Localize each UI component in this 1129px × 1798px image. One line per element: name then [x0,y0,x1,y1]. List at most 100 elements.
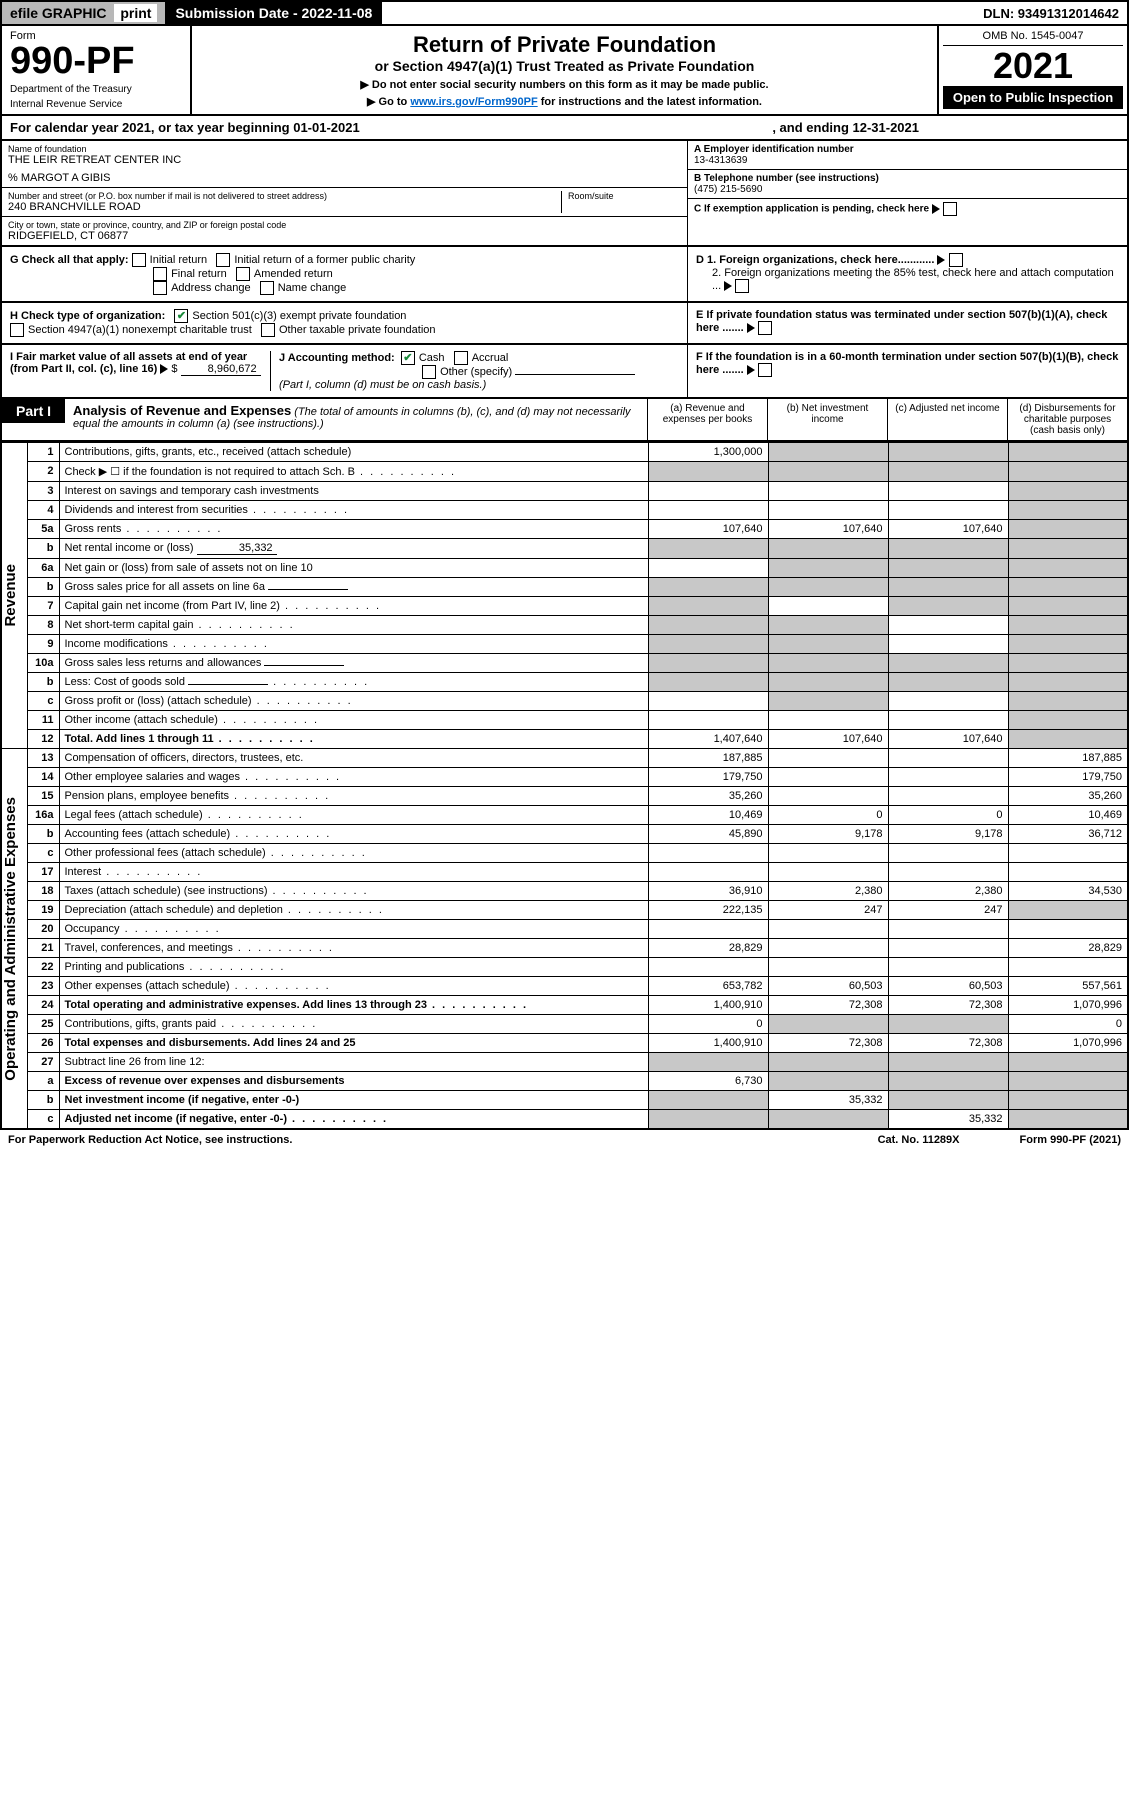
omb-number: OMB No. 1545-0047 [943,30,1123,46]
d1-checkbox[interactable] [949,253,963,267]
efile-text: efile GRAPHIC [10,5,106,21]
line-number: 16a [27,806,59,825]
f-checkbox[interactable] [758,363,772,377]
amount-cell [768,616,888,635]
amount-cell: 1,070,996 [1008,1034,1128,1053]
table-row: 3Interest on savings and temporary cash … [1,482,1128,501]
amount-cell: 1,407,640 [648,730,768,749]
amount-cell: 60,503 [888,977,1008,996]
g-chk-initial[interactable] [132,253,146,267]
table-row: 12Total. Add lines 1 through 111,407,640… [1,730,1128,749]
line-desc: Other income (attach schedule) [59,711,648,730]
line-desc: Total. Add lines 1 through 11 [59,730,648,749]
j-chk-accrual[interactable] [454,351,468,365]
top-bar: efile GRAPHIC print Submission Date - 20… [0,0,1129,26]
amount-cell [648,482,768,501]
amount-cell: 60,503 [768,977,888,996]
amount-cell [648,711,768,730]
line-number: 5a [27,520,59,539]
part1-table: Revenue1Contributions, gifts, grants, et… [0,442,1129,1130]
g-chk-final[interactable] [153,267,167,281]
amount-cell: 653,782 [648,977,768,996]
amount-cell [888,616,1008,635]
table-row: 18Taxes (attach schedule) (see instructi… [1,882,1128,901]
amount-cell [888,501,1008,520]
e-checkbox[interactable] [758,321,772,335]
amount-cell [768,539,888,559]
line-number: c [27,844,59,863]
triangle-icon [937,255,945,265]
g-chk-address[interactable] [153,281,167,295]
amount-cell [648,616,768,635]
amount-cell: 557,561 [1008,977,1128,996]
table-row: bGross sales price for all assets on lin… [1,578,1128,597]
print-button[interactable]: print [114,4,157,22]
g-label: G Check all that apply: [10,254,129,266]
expenses-label: Operating and Administrative Expenses [1,749,27,1130]
line-number: b [27,539,59,559]
amount-cell: 0 [1008,1015,1128,1034]
amount-cell: 107,640 [888,520,1008,539]
line-desc: Adjusted net income (if negative, enter … [59,1110,648,1130]
amount-cell: 1,400,910 [648,1034,768,1053]
amount-cell [768,711,888,730]
table-row: 21Travel, conferences, and meetings28,82… [1,939,1128,958]
line-desc: Check ▶ ☐ if the foundation is not requi… [59,462,648,482]
amount-cell: 247 [768,901,888,920]
amount-cell [1008,692,1128,711]
note-goto: ▶ Go to www.irs.gov/Form990PF for instru… [198,95,931,108]
line-number: 11 [27,711,59,730]
amount-cell [768,1053,888,1072]
line-desc: Taxes (attach schedule) (see instruction… [59,882,648,901]
h-chk-501c3[interactable]: ✔ [174,309,188,323]
efile-badge: efile GRAPHIC print [2,2,167,24]
amount-cell [768,673,888,692]
line-number: 8 [27,616,59,635]
e-section: E If private foundation status was termi… [687,303,1127,343]
exemption-cell: C If exemption application is pending, c… [688,199,1127,219]
j-chk-other[interactable] [422,365,436,379]
amount-cell [1008,597,1128,616]
amount-cell [888,673,1008,692]
table-row: 6aNet gain or (loss) from sale of assets… [1,559,1128,578]
d2-checkbox[interactable] [735,279,749,293]
line-desc: Total operating and administrative expen… [59,996,648,1015]
line-number: c [27,1110,59,1130]
g-chk-initial-former[interactable] [216,253,230,267]
line-desc: Interest [59,863,648,882]
j-chk-cash[interactable]: ✔ [401,351,415,365]
amount-cell: 10,469 [648,806,768,825]
line-number: 27 [27,1053,59,1072]
triangle-icon [160,364,168,374]
g-chk-name[interactable] [260,281,274,295]
amount-cell [888,597,1008,616]
amount-cell: 35,260 [648,787,768,806]
h-chk-other[interactable] [261,323,275,337]
line-number: 10a [27,654,59,673]
j-other-input[interactable] [515,374,635,375]
c-checkbox[interactable] [943,202,957,216]
amount-cell: 1,070,996 [1008,996,1128,1015]
amount-cell [648,462,768,482]
city-cell: City or town, state or province, country… [2,217,687,245]
amount-cell: 36,910 [648,882,768,901]
amount-cell [1008,462,1128,482]
form-subtitle: or Section 4947(a)(1) Trust Treated as P… [198,58,931,74]
amount-cell: 6,730 [648,1072,768,1091]
h-chk-4947[interactable] [10,323,24,337]
line-number: b [27,673,59,692]
table-row: 5aGross rents107,640107,640107,640 [1,520,1128,539]
dept-treasury: Department of the Treasury [10,84,182,95]
amount-cell: 222,135 [648,901,768,920]
table-row: 24Total operating and administrative exp… [1,996,1128,1015]
amount-cell [1008,1110,1128,1130]
line-desc: Accounting fees (attach schedule) [59,825,648,844]
form-number: 990-PF [10,42,182,80]
f-section: F If the foundation is in a 60-month ter… [687,345,1127,397]
line-number: 6a [27,559,59,578]
g-chk-amended[interactable] [236,267,250,281]
amount-cell [1008,730,1128,749]
table-row: 26Total expenses and disbursements. Add … [1,1034,1128,1053]
irs-link[interactable]: www.irs.gov/Form990PF [410,96,537,108]
part1-tab-wrap: Part I [2,399,65,440]
